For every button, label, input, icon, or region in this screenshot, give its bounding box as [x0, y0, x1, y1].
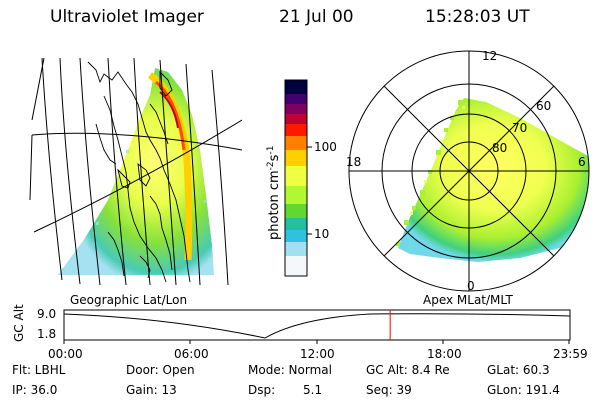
time-label: 15:28:03 UT: [425, 7, 530, 27]
colorbar-seg-7: [285, 166, 307, 186]
gain-status: Gain: 13: [126, 383, 177, 397]
mlat-80-label: 80: [492, 141, 507, 155]
mlat-60-label: 60: [536, 99, 551, 113]
glat-status: GLat: 60.3: [487, 363, 550, 377]
colorbar-seg-4: [285, 124, 307, 136]
seq-status: Seq: 39: [366, 383, 412, 397]
glon-status: GLon: 191.4: [487, 383, 560, 397]
mlt-18-label: 18: [346, 155, 361, 169]
timeline-tick-1: 06:00: [174, 347, 209, 361]
colorbar-seg-8: [285, 186, 307, 204]
altitude-timeline: GC Alt 9.0 1.8 00:00 06:00 12:00 18:00 2…: [12, 304, 588, 361]
filter-status: Flt: LBHL: [12, 363, 66, 377]
timeline-axis-label: GC Alt: [12, 304, 26, 342]
geo-grid: [31, 57, 242, 285]
colorbar-label-10: 10: [314, 227, 329, 241]
timeline-tick-3: 18:00: [427, 347, 462, 361]
colorbar-seg-1: [285, 94, 307, 104]
colorbar-seg-6: [285, 150, 307, 166]
polar-auroral-image: [398, 98, 589, 262]
timeline-tick-2: 12:00: [300, 347, 335, 361]
geo-panel-caption: Geographic Lat/Lon: [70, 293, 187, 307]
mlat-70-label: 70: [512, 121, 527, 135]
colorbar-label-100: 100: [314, 140, 337, 154]
timeline-tick-0: 00:00: [48, 347, 83, 361]
colorbar-seg-13: [285, 256, 307, 276]
polar-panel-caption: Apex MLat/MLT: [423, 293, 513, 307]
gc-alt-status: GC Alt: 8.4 Re: [366, 363, 450, 377]
geo-coastlines: [87, 61, 191, 283]
ip-status: IP: 36.0: [12, 383, 58, 397]
colorbar-seg-0: [285, 80, 307, 94]
colorbar-seg-11: [285, 230, 307, 242]
timeline-altitude-curve: [63, 313, 571, 339]
colorbar-seg-2: [285, 104, 307, 114]
instrument-title: Ultraviolet Imager: [50, 7, 204, 27]
date-label: 21 Jul 00: [279, 7, 354, 27]
colorbar-unit-label: photon cm-2s-1: [266, 146, 282, 240]
door-status: Door: Open: [126, 363, 195, 377]
polar-grid: [348, 50, 590, 292]
colorbar-seg-5: [285, 136, 307, 150]
dsp-value: 5.1: [303, 383, 323, 397]
mode-status: Mode: Normal: [248, 363, 332, 377]
mlt-6-label: 6: [578, 155, 586, 169]
colorbar-seg-3: [285, 114, 307, 124]
colorbar: 100 10 photon cm-2s-1: [266, 79, 337, 277]
colorbar-seg-9: [285, 204, 307, 218]
polar-image-speckle-bright: [410, 106, 465, 215]
colorbar-seg-10: [285, 218, 307, 230]
colorbar-seg-12: [285, 242, 307, 256]
dsp-label: Dsp:: [248, 383, 276, 397]
mlt-0-label: 0: [467, 279, 475, 293]
timeline-y-top: 9.0: [37, 307, 56, 321]
geo-panel-frame: [29, 57, 45, 201]
geographic-image-panel: [31, 57, 242, 285]
timeline-y-bottom: 1.8: [37, 327, 56, 341]
polar-image-panel: 12 18 6 0 60 70 80: [346, 49, 590, 293]
timeline-tick-4: 23:59: [553, 347, 588, 361]
colorbar-frame: [284, 79, 308, 277]
polar-image-speckle: [396, 100, 583, 246]
mlt-12-label: 12: [482, 49, 497, 63]
timeline-ticks: [63, 340, 570, 344]
